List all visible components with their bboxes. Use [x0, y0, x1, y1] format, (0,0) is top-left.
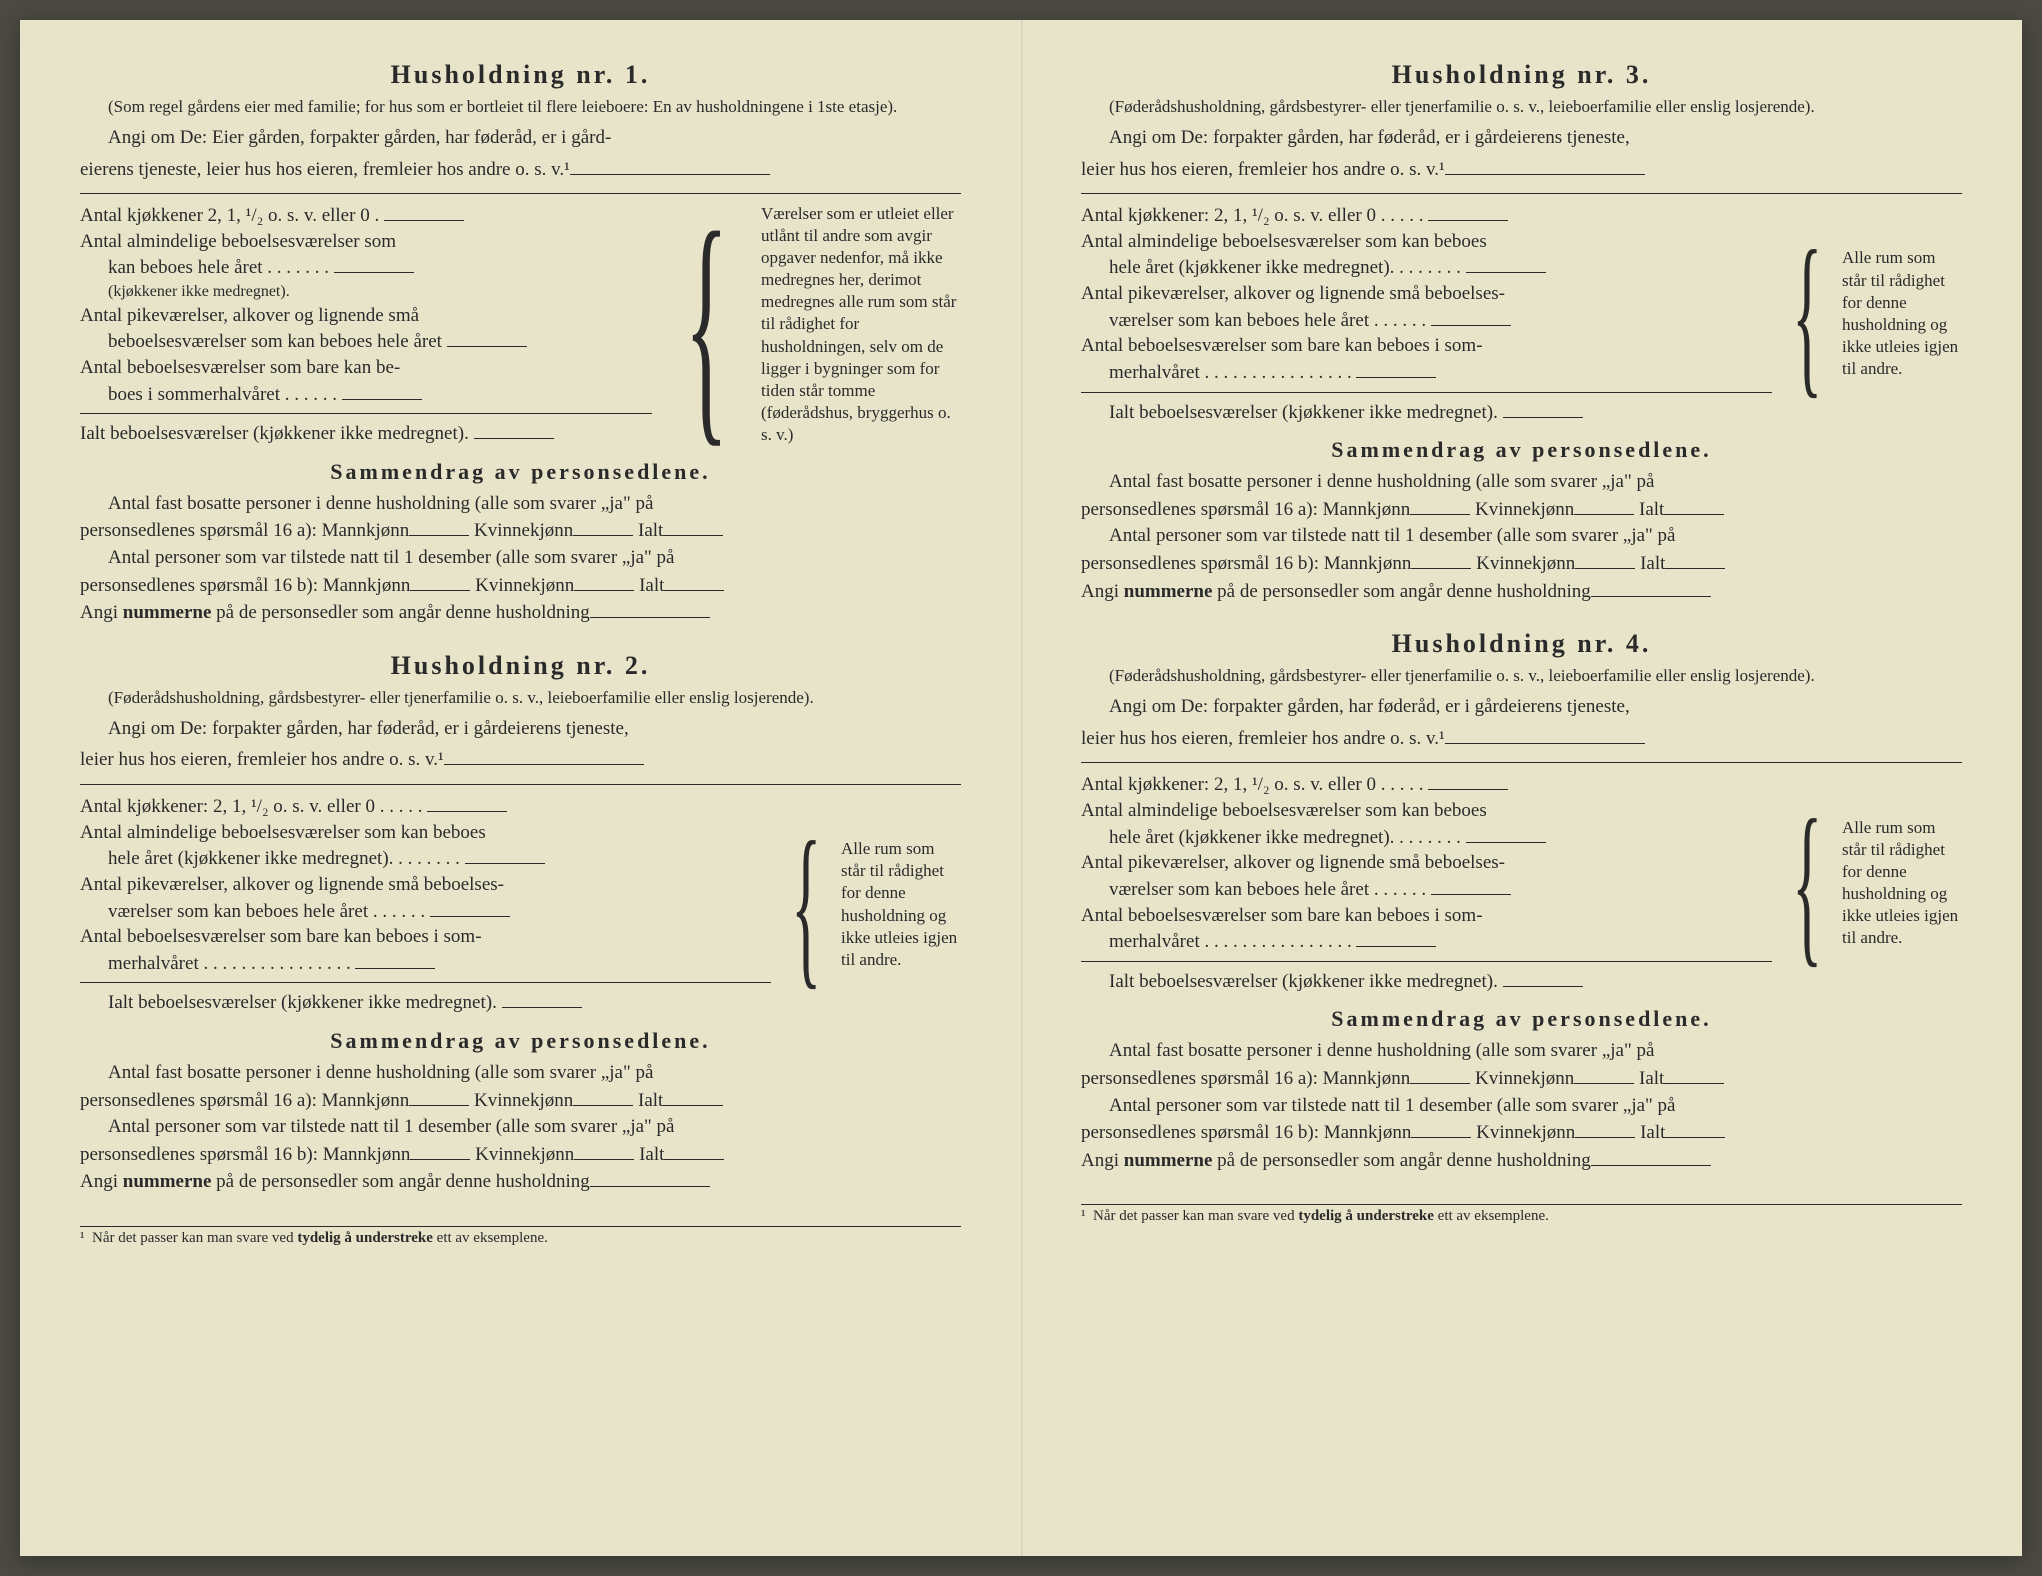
section-1-angi1: Angi om De: Eier gården, forpakter gårde… — [80, 125, 961, 152]
section-2-paren: (Føderådshusholdning, gårdsbestyrer- ell… — [80, 687, 961, 710]
section-3-rooms: Antal kjøkkener: 2, 1, ¹/₂ o. s. v. elle… — [1081, 202, 1962, 425]
summary-heading-1: Sammendrag av personsedlene. — [80, 459, 961, 485]
household-section-4: Husholdning nr. 4. (Føderådshusholdning,… — [1081, 629, 1962, 1174]
brace-icon: { — [664, 202, 749, 447]
summary-heading-2: Sammendrag av personsedlene. — [80, 1028, 961, 1054]
room-lines: Antal kjøkkener 2, 1, ¹/₂ o. s. v. eller… — [80, 202, 652, 447]
divider — [80, 193, 961, 194]
section-2-angi2: leier hus hos eieren, fremleier hos andr… — [80, 746, 961, 774]
section-2-sidenote: Alle rum som står til rådighet for denne… — [841, 838, 961, 971]
summary-1-line3: Angi nummerne på de personsedler som ang… — [80, 599, 961, 627]
summary-1-line1a: Antal fast bosatte personer i denne hush… — [80, 491, 961, 518]
brace-icon: { — [1784, 771, 1830, 994]
footnote-left: ¹ Når det passer kan man svare ved tydel… — [80, 1226, 961, 1247]
section-2-rooms: Antal kjøkkener: 2, 1, ¹/₂ o. s. v. elle… — [80, 793, 961, 1016]
section-3-title: Husholdning nr. 3. — [1081, 60, 1962, 90]
household-section-3: Husholdning nr. 3. (Føderådshusholdning,… — [1081, 60, 1962, 605]
section-1-title: Husholdning nr. 1. — [80, 60, 961, 90]
right-page: Husholdning nr. 3. (Føderådshusholdning,… — [1021, 20, 2022, 1556]
section-2-title: Husholdning nr. 2. — [80, 651, 961, 681]
footnote-right: ¹ Når det passer kan man svare ved tydel… — [1081, 1204, 1962, 1225]
section-3-sidenote: Alle rum som står til rådighet for denne… — [1842, 247, 1962, 380]
section-1-paren: (Som regel gårdens eier med familie; for… — [80, 96, 961, 119]
section-2-angi1: Angi om De: forpakter gården, har føderå… — [80, 716, 961, 743]
brace-icon: { — [1784, 202, 1830, 425]
section-1-sidenote: Værelser som er utleiet eller utlånt til… — [761, 203, 961, 446]
left-page: Husholdning nr. 1. (Som regel gårdens ei… — [20, 20, 1021, 1556]
brace-icon: { — [783, 793, 829, 1016]
section-4-sidenote: Alle rum som står til rådighet for denne… — [1842, 817, 1962, 950]
section-1-rooms: Antal kjøkkener 2, 1, ¹/₂ o. s. v. eller… — [80, 202, 961, 447]
section-1-angi2: eierens tjeneste, leier hus hos eieren, … — [80, 156, 961, 184]
section-4-rooms: Antal kjøkkener: 2, 1, ¹/₂ o. s. v. elle… — [1081, 771, 1962, 994]
census-form-document: Husholdning nr. 1. (Som regel gårdens ei… — [20, 20, 2022, 1556]
summary-1-line1b: personsedlenes spørsmål 16 a): Mannkjønn… — [80, 517, 961, 545]
summary-1-line2b: personsedlenes spørsmål 16 b): Mannkjønn… — [80, 572, 961, 600]
household-section-2: Husholdning nr. 2. (Føderådshusholdning,… — [80, 651, 961, 1196]
section-4-title: Husholdning nr. 4. — [1081, 629, 1962, 659]
summary-1-line2a: Antal personer som var tilstede natt til… — [80, 545, 961, 572]
household-section-1: Husholdning nr. 1. (Som regel gårdens ei… — [80, 60, 961, 627]
